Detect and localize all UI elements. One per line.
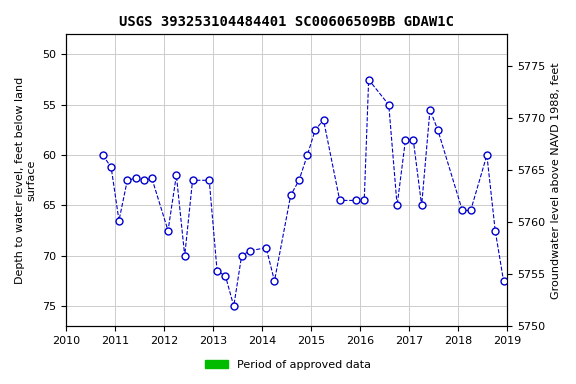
Y-axis label: Depth to water level, feet below land
surface: Depth to water level, feet below land su…: [15, 77, 37, 284]
Y-axis label: Groundwater level above NAVD 1988, feet: Groundwater level above NAVD 1988, feet: [551, 62, 561, 299]
Title: USGS 393253104484401 SC00606509BB GDAW1C: USGS 393253104484401 SC00606509BB GDAW1C: [119, 15, 454, 29]
Legend: Period of approved data: Period of approved data: [201, 356, 375, 375]
